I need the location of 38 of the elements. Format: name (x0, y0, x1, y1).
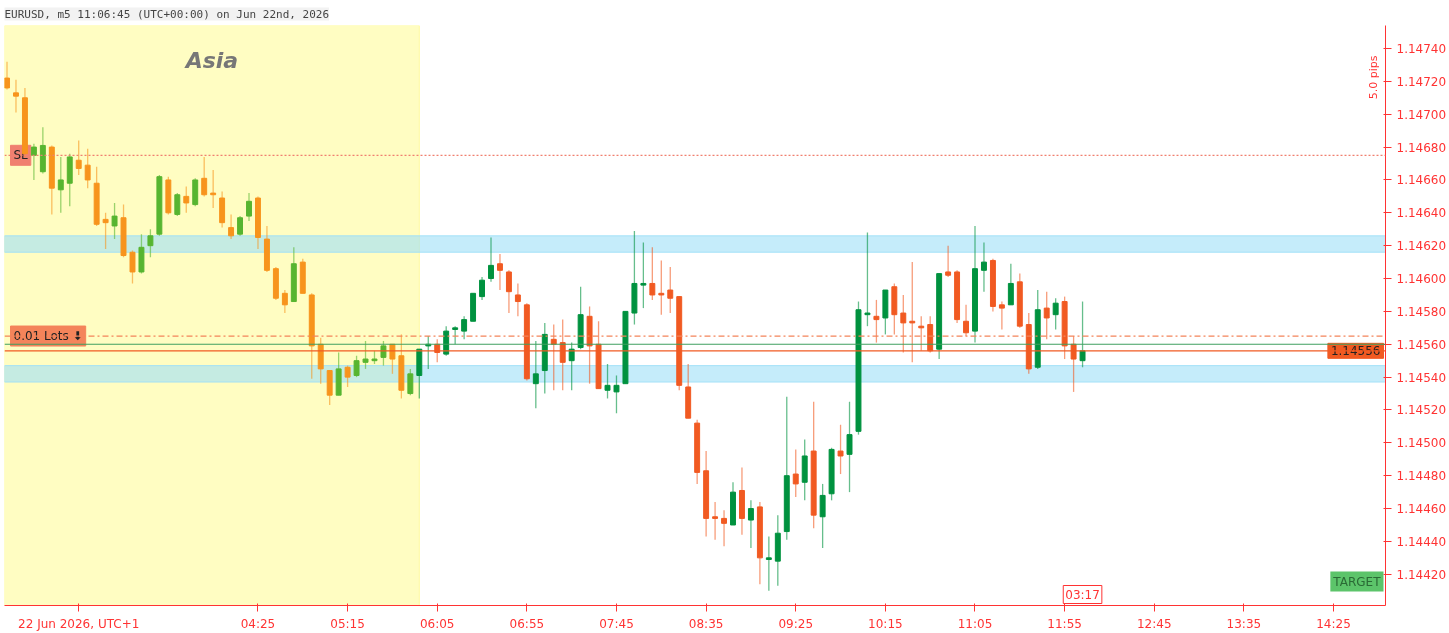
y-tick-label: 1.14480 (1396, 469, 1447, 484)
y-tick-label: 1.14560 (1396, 337, 1447, 352)
x-tick-label: 22 Jun 2026, UTC+1 (18, 616, 140, 631)
y-tick-label: 1.14620 (1396, 239, 1447, 254)
y-tick-label: 1.14600 (1396, 272, 1447, 287)
y-tick-label: 1.14720 (1396, 74, 1447, 89)
y-tick-label: 1.14640 (1396, 206, 1447, 221)
annotation: 5.0 pips (1367, 55, 1380, 100)
y-tick-label: 1.14740 (1396, 42, 1447, 56)
y-tick-label: 1.14420 (1396, 567, 1447, 582)
ref-line-label: 1.14556 (1330, 344, 1381, 359)
y-tick-label: 1.14580 (1396, 304, 1447, 319)
x-tick-label: 06:05 (419, 616, 455, 631)
x-tick-label: 05:15 (330, 616, 365, 631)
x-tick-label: 13:35 (1226, 616, 1262, 631)
x-tick-label: 08:35 (688, 616, 724, 631)
y-tick-label: 1.14660 (1396, 173, 1447, 188)
y-tick-label: 1.14540 (1396, 370, 1447, 385)
y-tick-label: 1.14700 (1396, 107, 1447, 122)
x-tick-label: 07:45 (599, 616, 634, 631)
annotation: 03:17 (1065, 587, 1100, 602)
x-tick-label: 10:15 (868, 616, 903, 631)
y-tick-label: 1.14520 (1396, 403, 1447, 418)
x-tick-label: 11:05 (957, 616, 993, 631)
y-tick-label: 1.14680 (1396, 140, 1447, 155)
band-label: Asia (183, 47, 239, 73)
y-tick-label: 1.14460 (1396, 502, 1447, 517)
x-tick-label: 14:25 (1316, 616, 1351, 631)
y-tick-label: 1.14500 (1396, 436, 1447, 451)
x-tick-label: 06:55 (509, 616, 545, 631)
ref-line-label: 0.01 Lots ⬇ (13, 329, 83, 344)
x-tick-label: 11:55 (1047, 616, 1082, 631)
x-tick-label: 09:25 (778, 616, 814, 631)
x-tick-label: 12:45 (1136, 616, 1172, 631)
x-tick-label: 04:25 (240, 616, 276, 631)
annotation: TARGET (1332, 574, 1382, 589)
y-tick-label: 1.14440 (1396, 534, 1447, 549)
chart-title: EURUSD, m5 11:06:45 (UTC+00:00) on Jun 22nd, 2026 (4, 7, 330, 21)
